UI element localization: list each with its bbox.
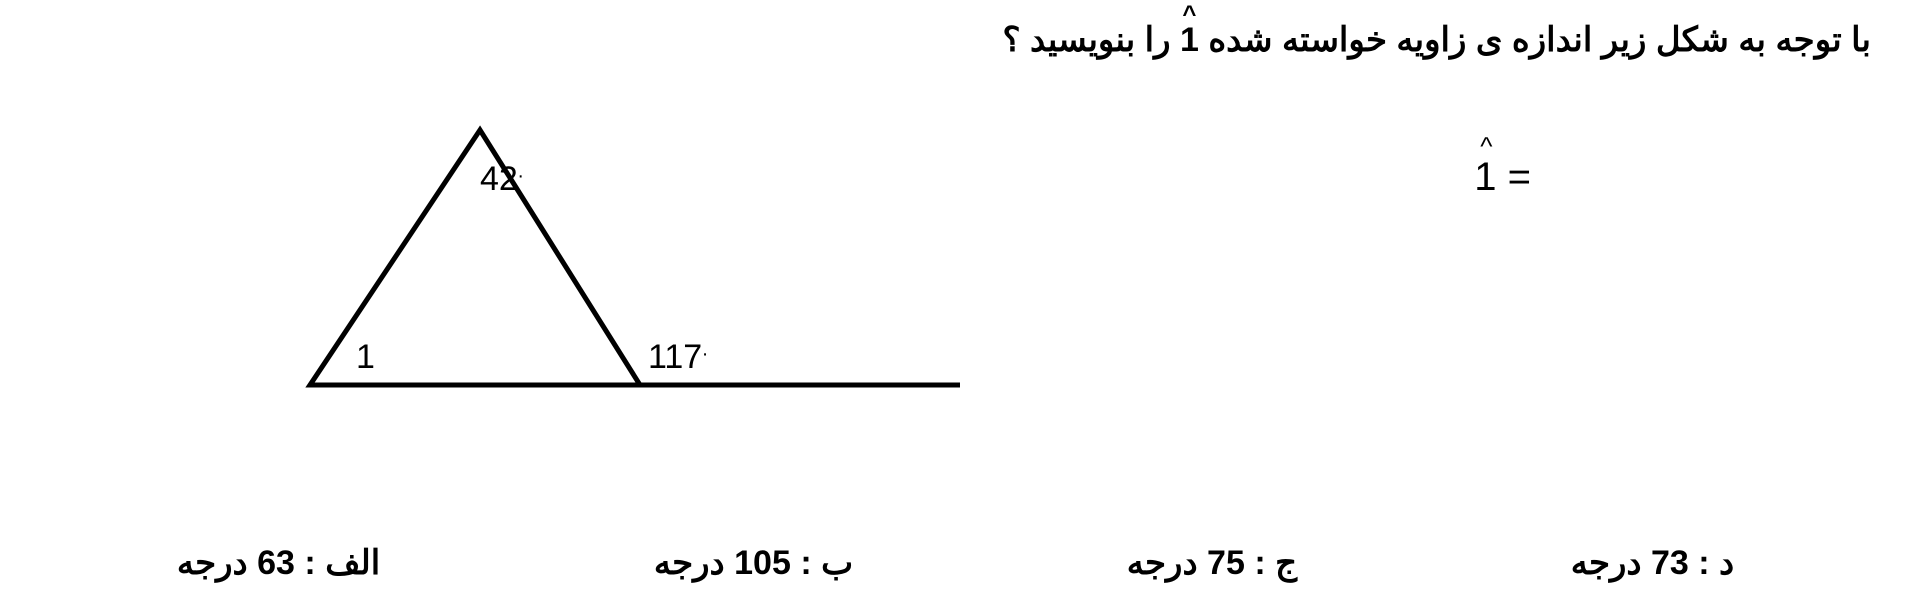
apex-angle-label: 42. — [480, 160, 523, 199]
question-after: را بنویسید ؟ — [1003, 21, 1171, 59]
answer-options: الف : 63 درجه ب : 105 درجه ج : 75 درجه د… — [0, 543, 1911, 583]
option-b-label: ب — [821, 544, 853, 582]
option-a-label: الف — [325, 544, 380, 582]
option-b-value: 105 — [734, 544, 791, 582]
equation-display: ^ 1 = — [1474, 155, 1531, 200]
option-c-value: 75 — [1207, 544, 1245, 582]
left-angle-label: 1 — [356, 338, 375, 377]
degree-dot-exterior: . — [702, 339, 708, 361]
option-d[interactable]: د : 73 درجه — [1571, 543, 1734, 583]
option-a-unit: درجه — [177, 544, 248, 582]
equation-equals: = — [1508, 155, 1531, 199]
exterior-angle-label: 117. — [648, 338, 708, 377]
option-c-unit: درجه — [1127, 544, 1198, 582]
option-a-value: 63 — [257, 544, 295, 582]
option-d-unit: درجه — [1571, 544, 1642, 582]
option-b[interactable]: ب : 105 درجه — [654, 543, 853, 583]
option-a[interactable]: الف : 63 درجه — [177, 543, 380, 583]
option-c[interactable]: ج : 75 درجه — [1127, 543, 1297, 583]
degree-dot-apex: . — [518, 161, 524, 183]
option-c-label: ج — [1275, 544, 1297, 582]
equation-hat: ^ — [1480, 131, 1492, 162]
option-d-value: 73 — [1651, 544, 1689, 582]
angle-symbol-inline: ^ 1 — [1180, 21, 1199, 60]
diagram-svg — [280, 120, 1000, 420]
question-text: با توجه به شکل زیر اندازه ی زاویه خواسته… — [1003, 20, 1871, 60]
option-b-unit: درجه — [654, 544, 725, 582]
option-d-label: د — [1719, 544, 1734, 582]
left-angle-value: 1 — [356, 338, 375, 376]
hat-symbol: ^ — [1182, 1, 1196, 29]
exterior-angle-value: 117 — [648, 338, 702, 376]
triangle-diagram: 42. 1 117. — [280, 120, 1000, 420]
apex-angle-value: 42 — [480, 160, 518, 198]
question-before: با توجه به شکل زیر اندازه ی زاویه خواسته… — [1208, 21, 1871, 59]
